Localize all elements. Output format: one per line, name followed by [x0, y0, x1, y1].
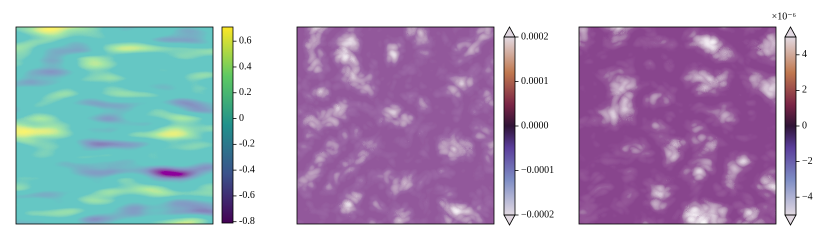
axes-frame	[578, 26, 777, 225]
colorbar	[222, 27, 233, 223]
colorbar-tick-label: 0.0002	[521, 31, 549, 42]
colorbar-tick-label: -0.2	[239, 139, 255, 150]
colorbar-tick-label: -0.6	[239, 190, 255, 201]
colorbar-tick-label: 0.0000	[521, 120, 549, 131]
colorbar-tick-label: 4	[802, 49, 807, 60]
colorbar-offset-label: ×10⁻⁶	[772, 11, 797, 22]
colorbar-tick-label: -0.8	[239, 216, 255, 227]
colorbar-extend-max	[503, 26, 516, 38]
heatmap-image	[16, 27, 213, 224]
colorbar-extend-max	[784, 26, 797, 38]
colorbar-tick-label: 0.0001	[521, 76, 549, 87]
colorbar-tick-label: 0	[802, 120, 807, 131]
colorbar-tick-label: 0.6	[239, 35, 252, 46]
colorbar-tick-label: 2	[802, 85, 807, 96]
heatmap-image	[579, 27, 776, 224]
colorbar-tick-label: 0.2	[239, 87, 252, 98]
heatmap-image	[297, 27, 494, 224]
axes-frame	[296, 26, 495, 225]
field-images	[15, 26, 777, 225]
colorbar	[504, 37, 515, 215]
colorbar-tick-label: −4	[802, 191, 813, 202]
colorbar-extend-min	[784, 214, 797, 226]
colorbar-tick-label: −2	[802, 156, 813, 167]
colorbar-extend-min	[503, 214, 516, 226]
colorbar-tick-label: −0.0001	[521, 165, 554, 176]
colorbar-tick-label: 0	[239, 113, 244, 124]
colorbar-tick-label: 0.4	[239, 61, 252, 72]
colorbar	[785, 37, 796, 215]
axes-frame	[15, 26, 214, 225]
colorbar-frame	[221, 26, 234, 224]
colorbar-tick-label: -0.4	[239, 164, 255, 175]
colorbar-tick-label: −0.0002	[521, 209, 554, 220]
